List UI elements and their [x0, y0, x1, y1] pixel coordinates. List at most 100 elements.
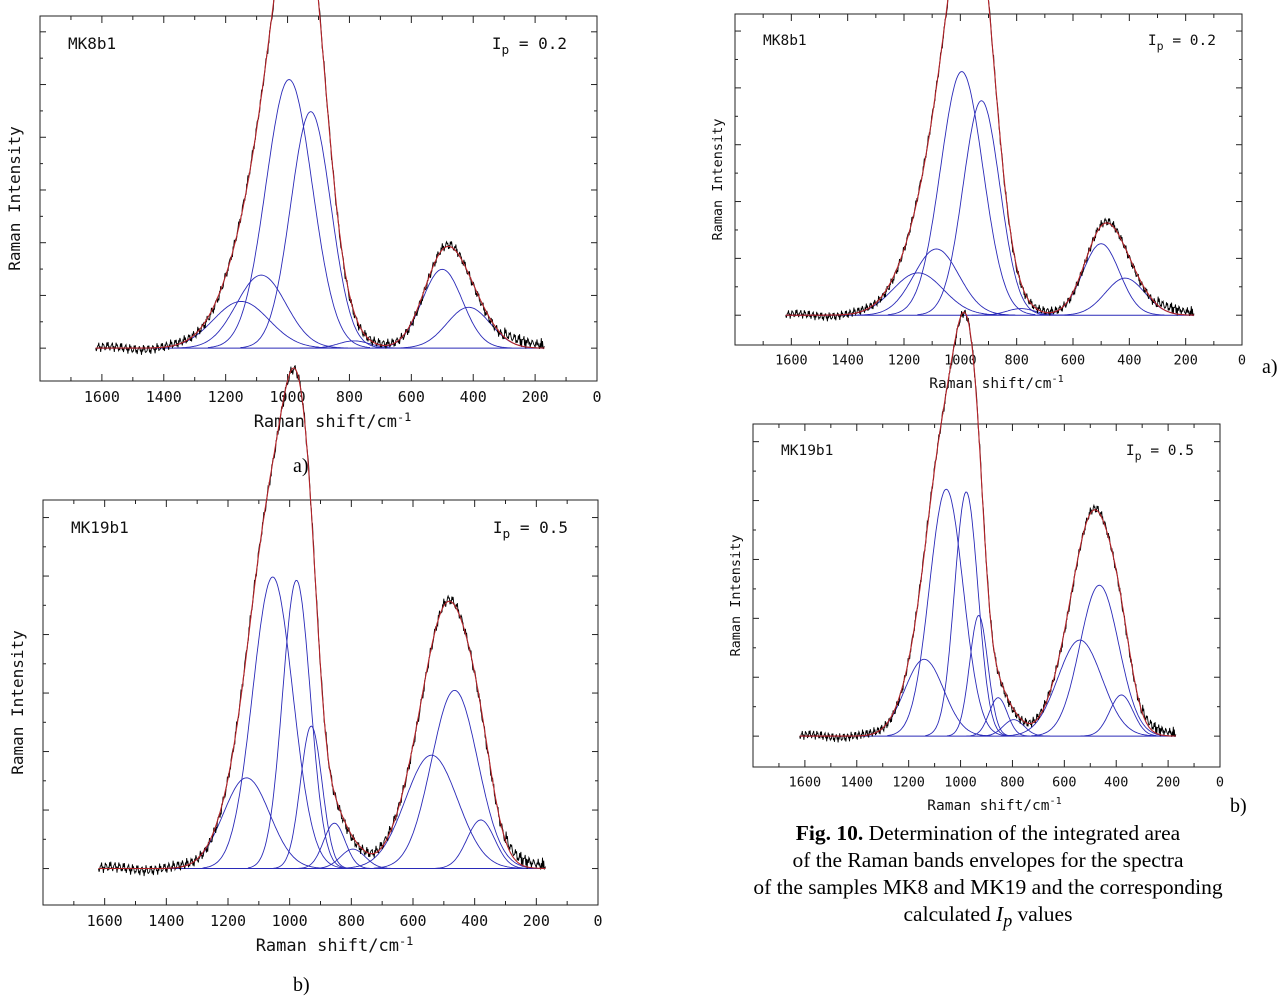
ip-symbol: I [492, 34, 502, 53]
fit-component-7 [339, 754, 523, 869]
x-tick-label: 1000 [944, 775, 977, 791]
caption-line-2: of the Raman bands envelopes for the spe… [792, 848, 1184, 872]
fit-component-1 [856, 658, 993, 737]
sample-label: MK8b1 [68, 34, 116, 53]
chart-panel-mk19-right: 1600 1400 1200 1000 800 600 400 200 0 Raman shift… [728, 309, 1224, 814]
sample-label: MK8b1 [763, 33, 807, 49]
x-tick-label: 0 [1216, 775, 1224, 791]
x-axis-label: Raman shift/cm-1 [927, 796, 1061, 814]
ip-symbol: I [1148, 33, 1157, 49]
y-axis-label: Raman Intensity [8, 630, 27, 775]
y-axis-label: Raman Intensity [5, 126, 24, 271]
fit-component-3 [887, 71, 1036, 316]
fit-component-5 [299, 340, 408, 349]
ip-value: = 0.2 [509, 34, 567, 53]
y-axis-label: Raman Intensity [710, 119, 726, 241]
caption-line-3: of the samples MK8 and MK19 and the corr… [753, 875, 1223, 899]
chart-panel-mk8-right: 1600 1400 1200 1000 800 600 400 200 0 Raman shift… [710, 0, 1246, 392]
x-tick-label: 1600 [789, 775, 822, 791]
fit-component-2 [174, 274, 348, 349]
fit-component-1 [165, 777, 328, 869]
x-tick-label: 400 [460, 388, 487, 406]
plot-frame [752, 423, 1221, 768]
x-axis-label-sup: -1 [1050, 796, 1062, 807]
measured-spectrum [98, 365, 546, 877]
x-tick-label: 1200 [892, 775, 925, 791]
fit-component-1 [829, 272, 1007, 316]
caption-figure-number: Fig. 10. [795, 821, 864, 845]
x-tick-label: 600 [1061, 353, 1085, 369]
x-tick-label: 800 [1004, 353, 1028, 369]
fit-envelope [785, 0, 1195, 316]
caption-ip-symbol: I [996, 902, 1004, 926]
fit-envelope [98, 367, 546, 870]
ip-value: = 0.5 [1142, 443, 1194, 459]
ip-symbol: I [1126, 443, 1135, 459]
x-tick-label: 1600 [775, 353, 808, 369]
ip-symbol: I [493, 518, 503, 537]
x-tick-label: 0 [592, 388, 601, 406]
fit-component-5 [971, 308, 1070, 316]
panel-letter-a-left: a) [293, 455, 309, 477]
ip-label: Ip = 0.5 [1126, 443, 1194, 463]
x-tick-label: 1600 [87, 912, 123, 930]
fit-component-7 [1002, 639, 1157, 737]
plot-frame [734, 13, 1243, 346]
x-tick-label: 400 [461, 912, 488, 930]
x-tick-label: 200 [522, 388, 549, 406]
ip-subscript: p [1157, 39, 1164, 53]
fit-component-4 [946, 615, 1011, 737]
ip-label: Ip = 0.5 [493, 518, 568, 542]
caption-ip-subscript: p [1003, 910, 1013, 931]
x-axis-label: Raman shift/cm-1 [256, 934, 414, 956]
fit-component-4 [273, 725, 349, 869]
x-tick-label: 1600 [84, 388, 120, 406]
panel-letter-a-right: a) [1262, 356, 1278, 378]
fit-component-3 [925, 491, 1007, 737]
plot-frame [42, 499, 599, 906]
x-tick-label: 200 [1156, 775, 1180, 791]
sample-label: MK19b1 [781, 443, 833, 459]
x-tick-label: 1000 [269, 388, 305, 406]
chart-panel-mk19-left: 1600 1400 1200 1000 800 600 400 200 0 Raman shift… [8, 365, 603, 956]
ip-subscript: p [1135, 449, 1142, 463]
ip-value: = 0.2 [1164, 33, 1216, 49]
ip-label: Ip = 0.2 [1148, 33, 1216, 53]
fit-component-9 [432, 819, 529, 869]
x-axis-label: Raman shift/cm-1 [929, 374, 1063, 392]
caption-line-1: Determination of the integrated area [868, 821, 1181, 845]
x-tick-label: 800 [1000, 775, 1024, 791]
fit-component-8 [1031, 584, 1168, 737]
x-tick-label: 1000 [944, 353, 977, 369]
fit-envelope [95, 0, 545, 349]
fit-component-6 [1037, 243, 1165, 316]
caption-line-4-pre: calculated [903, 902, 997, 926]
chart-panel-mk8-left: 1600 1400 1200 1000 800 600 400 200 0 Raman shift… [5, 0, 602, 432]
x-tick-label: 800 [336, 388, 363, 406]
panel-letter-b-right: b) [1230, 795, 1247, 817]
fit-component-3 [247, 579, 345, 869]
fit-component-4 [917, 100, 1045, 316]
measured-spectrum [785, 0, 1195, 322]
x-tick-label: 1400 [148, 912, 184, 930]
x-tick-label: 600 [399, 912, 426, 930]
sample-label: MK19b1 [71, 518, 129, 537]
x-tick-label: 1200 [208, 388, 244, 406]
ip-value: = 0.5 [510, 518, 568, 537]
ip-subscript: p [501, 43, 509, 58]
ip-label: Ip = 0.2 [492, 34, 567, 58]
x-tick-label: 1200 [210, 912, 246, 930]
fit-component-8 [373, 689, 536, 869]
x-tick-label: 1400 [841, 775, 874, 791]
fit-envelope [799, 311, 1177, 737]
fit-component-9 [1080, 694, 1162, 737]
measured-spectrum [95, 0, 545, 355]
fit-component-2 [887, 488, 1005, 737]
caption-line-4-post: values [1012, 902, 1073, 926]
x-tick-label: 800 [338, 912, 365, 930]
fit-component-4 [240, 111, 381, 349]
ip-subscript: p [502, 527, 510, 542]
x-axis-label-sup: -1 [1052, 374, 1064, 385]
x-tick-label: 200 [1173, 353, 1197, 369]
